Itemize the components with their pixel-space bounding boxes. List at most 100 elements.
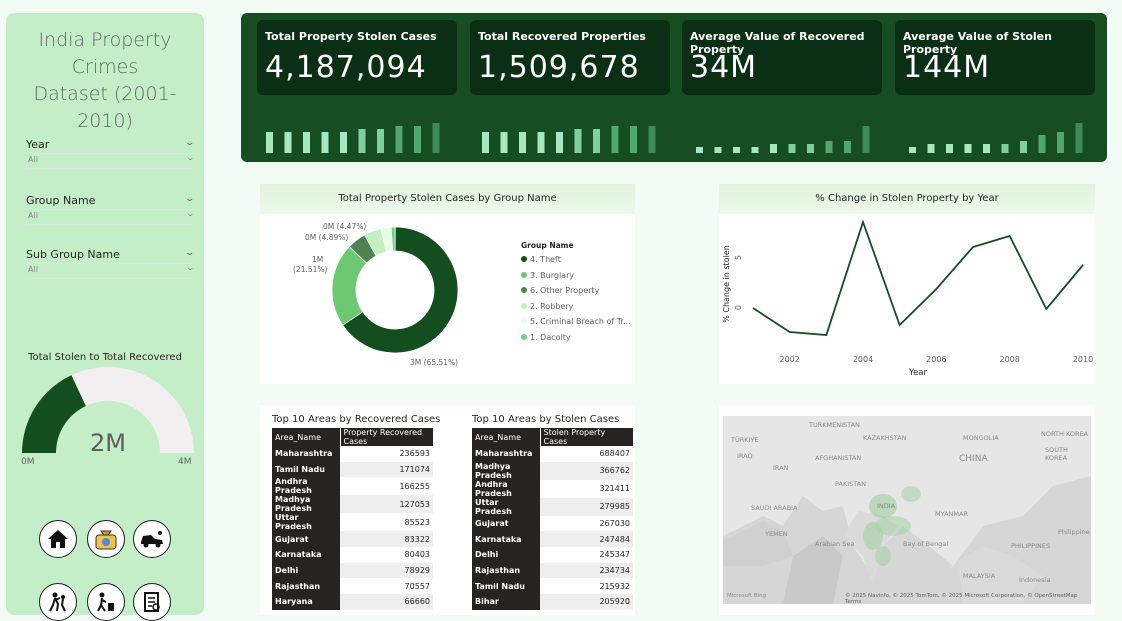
chevron-down-icon[interactable]: ⌄	[185, 153, 196, 162]
gauge-max-label: 4M	[178, 457, 192, 467]
area-cell: Gujarat	[472, 515, 540, 532]
divider	[26, 278, 194, 279]
table-row[interactable]: Delhi 78929	[272, 562, 433, 579]
kpi-card-avg-stolen: Average Value of Stolen Property 144M	[895, 20, 1095, 95]
group-name-filter-value[interactable]: All	[28, 211, 38, 220]
year-filter-value[interactable]: All	[28, 155, 38, 164]
money-bag-icon[interactable]	[87, 520, 125, 558]
home-icon[interactable]	[39, 520, 77, 558]
map-label: MONGOLIA	[963, 434, 999, 442]
car-theft-icon[interactable]	[133, 520, 171, 558]
value-cell: 236593	[340, 446, 433, 462]
table-row[interactable]: Delhi 245347	[472, 547, 633, 563]
table-row[interactable]: Uttar Pradesh 85523	[272, 513, 433, 532]
kpi-title: Average Value of Recovered Property	[690, 30, 865, 56]
map-label: Bay of Bengal	[903, 540, 949, 548]
spark-bar	[927, 144, 935, 153]
value-cell: 66660	[340, 594, 433, 610]
report-icon[interactable]	[133, 583, 171, 621]
table-row[interactable]: Tamil Nadu 171074	[272, 461, 433, 478]
column-header[interactable]: Property Recovered Cases	[340, 428, 434, 446]
value-cell: 85523	[340, 513, 433, 532]
line-chart-card: % Change in Stolen Property by Year	[719, 184, 1095, 384]
kpi-value: 1,509,678	[478, 50, 640, 85]
bing-logo: Microsoft Bing	[727, 593, 767, 599]
table-row[interactable]: Tamil Nadu 215932	[472, 578, 633, 595]
stolen-table: Area_Name Stolen Property Cases Maharashtr…	[472, 428, 634, 610]
spark-bar	[807, 144, 814, 153]
column-header[interactable]: Stolen Property Cases	[540, 428, 634, 446]
table-row[interactable]: Rajasthan 234734	[472, 562, 633, 579]
table-row[interactable]: Maharashtra 688407	[472, 446, 633, 462]
table-row[interactable]: Maharashtra 236593	[272, 446, 433, 462]
spark-bar	[714, 147, 722, 153]
table-row[interactable]: Karnataka 247484	[472, 531, 633, 548]
line-series[interactable]	[752, 219, 1084, 336]
donut-chart[interactable]	[320, 214, 470, 364]
value-cell: 78929	[340, 562, 433, 579]
kpi-card-stolen-cases: Total Property Stolen Cases 4,187,094	[257, 20, 457, 95]
table-row[interactable]: Gujarat 267030	[472, 515, 633, 532]
year-filter-label: Year	[26, 138, 50, 151]
table-row[interactable]: Bihar 205920	[472, 594, 633, 610]
value-cell: 83322	[340, 531, 433, 548]
donut-card: Total Property Stolen Cases by Group Nam…	[260, 184, 635, 384]
legend-dot	[521, 256, 527, 262]
divider	[26, 153, 194, 154]
column-header[interactable]: Area_Name	[472, 428, 541, 446]
legend-item[interactable]: 3. Burglary	[521, 271, 574, 280]
column-header[interactable]: Area_Name	[272, 428, 341, 446]
line-chart[interactable]: 2002 2004 2006 2008 2010 5 0 Year % Change in st…	[719, 214, 1095, 384]
table-row[interactable]: Madhya Pradesh 127053	[272, 495, 433, 514]
spark-bar	[983, 144, 990, 153]
table-header-row: Area_Name Property Recovered Cases	[272, 428, 434, 446]
x-tick-label: 2010	[1073, 355, 1093, 364]
burglary-icon[interactable]	[87, 583, 125, 621]
spark-bar	[266, 132, 273, 153]
map-label: IRAN	[773, 464, 789, 472]
table-row[interactable]: Madhya Pradesh 366762	[472, 461, 633, 480]
kpi-title: Average Value of Stolen Property	[903, 30, 1052, 56]
map-label: MYANMAR	[935, 510, 968, 518]
legend-label: 2. Robbery	[530, 301, 574, 311]
sub-group-name-filter-value[interactable]: All	[28, 265, 38, 274]
legend-dot	[521, 271, 527, 278]
donut-slice[interactable]	[342, 226, 459, 354]
spark-bar	[844, 141, 851, 153]
table-row[interactable]: Haryana 66660	[272, 594, 433, 610]
area-cell: Tamil Nadu	[272, 461, 340, 478]
legend-item[interactable]: 1. Dacoity	[521, 333, 571, 342]
chevron-down-icon[interactable]: ⌄	[184, 248, 196, 258]
map-label: Philippine	[1058, 528, 1090, 536]
india-map[interactable]: TÜRKIYE TURKMENISTAN KAZAKHSTAN MONGOLIA…	[723, 416, 1091, 604]
y-axis-label: % Change in stolen	[722, 245, 731, 323]
legend-item[interactable]: 5. Criminal Breach of Tr...	[521, 317, 631, 326]
divider	[26, 168, 194, 169]
table-row[interactable]: Karnataka 80403	[272, 547, 433, 563]
value-cell: 321411	[540, 479, 633, 498]
chevron-down-icon[interactable]: ⌄	[184, 138, 196, 148]
table-row[interactable]: Uttar Pradesh 279985	[472, 497, 633, 516]
report-title-line1: India Property Crimes	[38, 29, 172, 78]
donut-slice[interactable]	[390, 226, 396, 252]
legend-item[interactable]: 2. Robbery	[521, 302, 573, 311]
donut-title: Total Property Stolen Cases by Group Nam…	[260, 184, 635, 214]
table-header-row: Area_Name Stolen Property Cases	[472, 428, 634, 446]
area-cell: Gujarat	[272, 531, 340, 548]
chevron-down-icon[interactable]: ⌄	[185, 263, 196, 272]
robbery-icon[interactable]	[39, 583, 77, 621]
table-row[interactable]: Rajasthan 70557	[272, 578, 433, 595]
kpi-sparkline-avg-recovered	[696, 126, 870, 153]
spark-bar	[574, 129, 582, 153]
legend-item[interactable]: 6. Other Property	[521, 286, 599, 295]
chevron-down-icon[interactable]: ⌄	[184, 194, 196, 204]
chevron-down-icon[interactable]: ⌄	[185, 209, 196, 218]
legend-item[interactable]: 4. Theft	[521, 255, 561, 264]
area-cell: Andhra Pradesh	[272, 477, 340, 496]
table-row[interactable]: Gujarat 83322	[272, 531, 433, 548]
spark-bar	[862, 126, 870, 153]
table-row[interactable]: Andhra Pradesh 166255	[272, 477, 433, 496]
spark-bar	[825, 141, 833, 153]
table-row[interactable]: Andhra Pradesh 321411	[472, 479, 633, 498]
value-cell: 166255	[340, 477, 433, 496]
